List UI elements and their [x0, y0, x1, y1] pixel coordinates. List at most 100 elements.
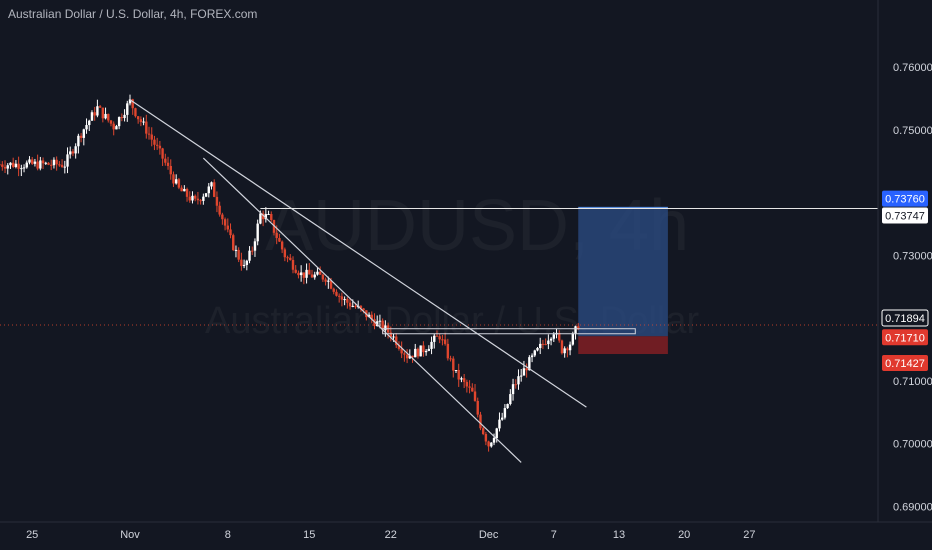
candle-body — [55, 159, 58, 165]
price-tag-line: 0.73747 — [882, 207, 928, 224]
candle-body — [60, 164, 64, 167]
channel-lower-line[interactable] — [202, 157, 522, 463]
candle-body — [549, 338, 553, 341]
candle-body — [449, 358, 452, 360]
candle-body — [335, 291, 338, 296]
svg-text:0.71894: 0.71894 — [885, 313, 925, 325]
candle-body — [17, 163, 20, 169]
candle-body — [484, 434, 488, 442]
candle-body — [346, 299, 349, 303]
candle-body — [479, 414, 482, 429]
candle-body — [194, 195, 197, 199]
candle-body — [202, 196, 205, 201]
candle-body — [234, 249, 238, 251]
candle-body — [139, 119, 143, 123]
candle-body — [245, 260, 249, 265]
candle-body — [280, 241, 284, 250]
candle-body — [199, 200, 202, 202]
candle-body — [117, 117, 121, 127]
candle-body — [577, 326, 580, 330]
candle-body — [229, 229, 232, 236]
channel-upper-line[interactable] — [129, 99, 587, 408]
candle-body — [343, 299, 346, 301]
candle-body — [408, 355, 412, 359]
candle-body — [419, 345, 422, 357]
candle-body — [544, 343, 547, 345]
time-axis[interactable]: 25 Nov 8 15 22 Dec 7 13 20 27 — [26, 529, 755, 541]
candle-body — [9, 162, 12, 166]
x-tick-label: 15 — [303, 529, 315, 541]
candle-body — [47, 162, 50, 165]
candle-body — [101, 107, 105, 119]
candle-body — [172, 174, 175, 184]
candle-body — [520, 375, 523, 377]
candle-body — [123, 114, 126, 119]
candle-body — [299, 272, 303, 276]
candle-body — [177, 179, 181, 188]
candle-body — [79, 135, 83, 138]
candle-body — [50, 164, 53, 166]
candle-body — [204, 193, 208, 197]
candle-body — [215, 196, 219, 206]
candle-body — [397, 345, 401, 349]
candle-body — [316, 271, 319, 275]
candle-body — [329, 280, 333, 289]
candle-body — [552, 334, 555, 339]
candle-body — [441, 339, 444, 341]
candle-body — [400, 348, 403, 354]
candle-body — [22, 167, 26, 169]
svg-text:0.71427: 0.71427 — [885, 358, 925, 370]
candle-body — [6, 165, 9, 169]
candle-body — [514, 384, 517, 386]
candle-body — [115, 126, 118, 130]
y-tick-label: 0.75000 — [893, 125, 932, 137]
x-tick-label: 7 — [551, 529, 557, 541]
candle-body — [155, 144, 159, 146]
candle-body — [490, 442, 493, 447]
drawings-layer[interactable] — [129, 99, 878, 463]
candle-body — [36, 161, 39, 169]
svg-text:0.73760: 0.73760 — [885, 194, 925, 206]
candle-body — [66, 154, 69, 167]
candle-body — [536, 347, 539, 351]
candle-body — [332, 288, 335, 292]
candle-body — [327, 280, 330, 282]
target-zone[interactable] — [578, 207, 668, 337]
candle-body — [405, 354, 409, 359]
candle-body — [98, 106, 102, 108]
price-axis[interactable]: 0.76000 0.75000 0.73000 0.71000 0.70000 0.690… — [893, 62, 932, 513]
candle-body — [340, 296, 344, 300]
stop-zone[interactable] — [578, 336, 668, 355]
candle-body — [574, 326, 577, 334]
candle-body — [500, 417, 504, 420]
candle-body — [389, 332, 392, 338]
candle-body — [147, 133, 151, 135]
candle-body — [58, 164, 61, 166]
candle-body — [313, 274, 316, 278]
candle-body — [161, 148, 164, 159]
candle-body — [362, 308, 365, 311]
candle-body — [506, 403, 509, 409]
candle-body — [180, 187, 183, 192]
candle-body — [96, 106, 99, 116]
candle-body — [528, 357, 531, 371]
candle-body — [253, 241, 257, 251]
candle-body — [530, 355, 534, 358]
position-zones[interactable] — [0, 206, 878, 355]
candle-body — [267, 214, 270, 216]
candle-body — [308, 269, 311, 275]
candle-body — [395, 336, 398, 346]
candle-body — [547, 340, 550, 345]
candle-body — [74, 146, 77, 154]
price-tags: 0.73760 0.73747 0.71894 0.71710 0.71427 — [881, 190, 929, 372]
candle-body — [465, 381, 469, 387]
candle-body — [69, 151, 72, 155]
candle-body — [270, 214, 273, 221]
candle-body — [136, 116, 140, 120]
resistance-box[interactable] — [382, 328, 636, 335]
x-tick-label: Dec — [479, 529, 499, 541]
candle-body — [566, 348, 569, 351]
candle-body — [370, 314, 373, 320]
candle-body — [126, 103, 129, 115]
